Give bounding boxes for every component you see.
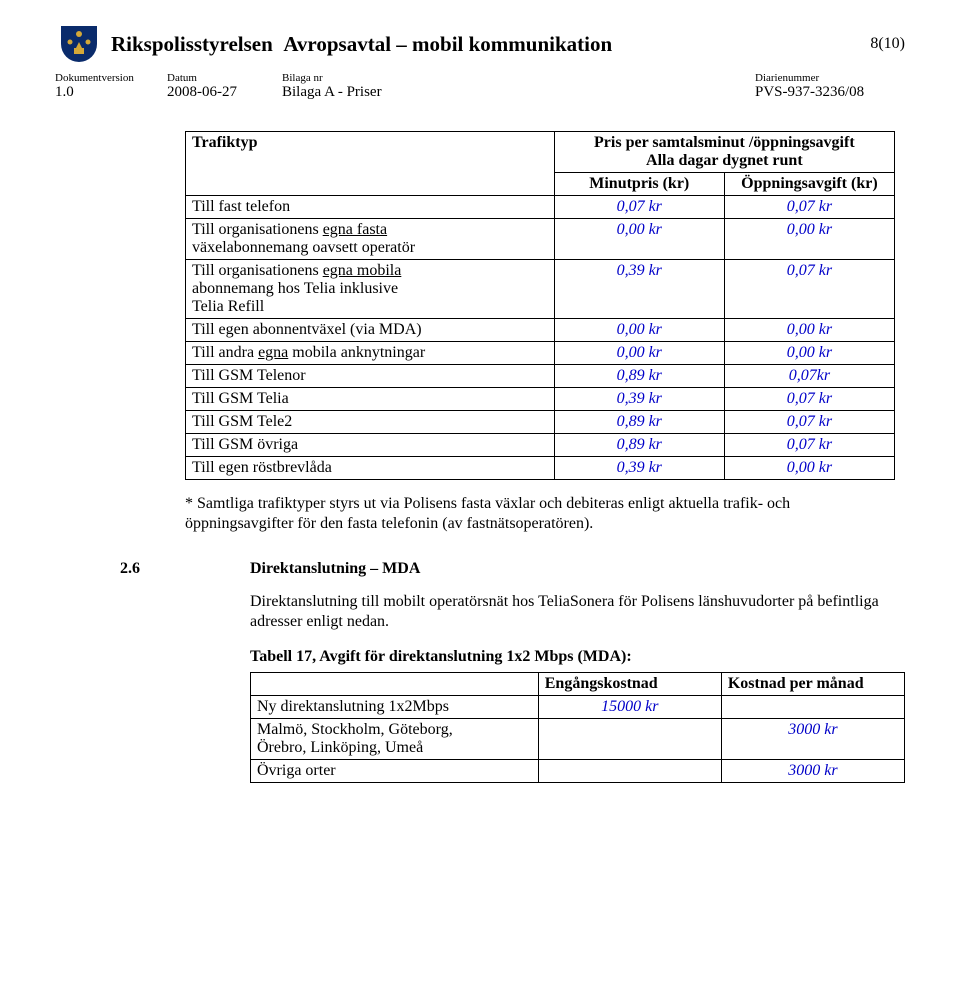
cost-header-blank (251, 673, 539, 696)
table-row: Till organisationens egna mobila abonnem… (186, 260, 895, 319)
cost-table-caption: Tabell 17, Avgift för direktanslutning 1… (250, 648, 905, 666)
meta-row: Dokumentversion 1.0 Datum 2008-06-27 Bil… (55, 72, 905, 101)
table-row: Malmö, Stockholm, Göteborg, Örebro, Link… (251, 719, 905, 760)
header-org: Rikspolisstyrelsen (111, 32, 273, 56)
tariff-min-price: 0,89 kr (554, 365, 724, 388)
tariff-header-main: Pris per samtalsminut /öppningsavgift Al… (554, 132, 894, 173)
section-heading: Direktanslutning – MDA (250, 560, 905, 578)
header-doc-title: Avropsavtal – mobil kommunikation (283, 32, 612, 56)
table-row: Till GSM Tele20,89 kr0,07 kr (186, 411, 895, 434)
tariff-min-price: 0,00 kr (554, 342, 724, 365)
section-paragraph: Direktanslutning till mobilt operatörsnä… (250, 592, 905, 632)
tariff-min-price: 0,89 kr (554, 411, 724, 434)
content-area: Trafiktyp Pris per samtalsminut /öppning… (55, 101, 905, 534)
table-row: Till GSM Telenor0,89 kr0,07kr (186, 365, 895, 388)
meta-label-version: Dokumentversion (55, 72, 167, 84)
tariff-label: Till GSM övriga (186, 434, 555, 457)
meta-label-diary: Diarienummer (755, 72, 905, 84)
tariff-open-price: 0,07 kr (724, 411, 894, 434)
cost-monthly: 3000 kr (721, 760, 904, 783)
table-row: Till egen röstbrevlåda0,39 kr0,00 kr (186, 457, 895, 480)
tariff-label: Till organisationens egna fasta växelabo… (186, 219, 555, 260)
cost-label: Malmö, Stockholm, Göteborg, Örebro, Link… (251, 719, 539, 760)
cost-table: Engångskostnad Kostnad per månad Ny dire… (250, 672, 905, 783)
header-row: Rikspolisstyrelsen Avropsavtal – mobil k… (55, 20, 905, 68)
table-row: Övriga orter 3000 kr (251, 760, 905, 783)
table-row: Till GSM övriga0,89 kr0,07 kr (186, 434, 895, 457)
cost-oneoff (538, 719, 721, 760)
emblem-icon (55, 20, 103, 68)
tariff-header-min: Minutpris (kr) (554, 173, 724, 196)
cost-label: Ny direktanslutning 1x2Mbps (251, 696, 539, 719)
tariff-header-type: Trafiktyp (186, 132, 555, 196)
tariff-label: Till egen röstbrevlåda (186, 457, 555, 480)
tariff-open-price: 0,07 kr (724, 434, 894, 457)
tariff-min-price: 0,39 kr (554, 457, 724, 480)
tariff-label: Till GSM Telia (186, 388, 555, 411)
table-row: Till andra egna mobila anknytningar0,00 … (186, 342, 895, 365)
meta-date: 2008-06-27 (167, 84, 282, 101)
tariff-open-price: 0,07 kr (724, 260, 894, 319)
meta-diary: PVS-937-3236/08 (755, 84, 905, 101)
table-row: Till GSM Telia0,39 kr0,07 kr (186, 388, 895, 411)
tariff-min-price: 0,00 kr (554, 219, 724, 260)
tariff-min-price: 0,39 kr (554, 388, 724, 411)
meta-label-date: Datum (167, 72, 282, 84)
tariff-label: Till egen abonnentväxel (via MDA) (186, 319, 555, 342)
tariff-open-price: 0,07 kr (724, 388, 894, 411)
tariff-table: Trafiktyp Pris per samtalsminut /öppning… (185, 131, 895, 480)
cost-monthly: 3000 kr (721, 719, 904, 760)
meta-label-attachment: Bilaga nr (282, 72, 755, 84)
table-row: Till fast telefon0,07 kr0,07 kr (186, 196, 895, 219)
tariff-open-price: 0,00 kr (724, 319, 894, 342)
table-row: Ny direktanslutning 1x2Mbps15000 kr (251, 696, 905, 719)
cost-oneoff: 15000 kr (538, 696, 721, 719)
table-row: Till organisationens egna fasta växelabo… (186, 219, 895, 260)
tariff-open-price: 0,00 kr (724, 219, 894, 260)
tariff-min-price: 0,00 kr (554, 319, 724, 342)
cost-label: Övriga orter (251, 760, 539, 783)
tariff-open-price: 0,00 kr (724, 342, 894, 365)
tariff-open-price: 0,07 kr (724, 196, 894, 219)
tariff-label: Till organisationens egna mobila abonnem… (186, 260, 555, 319)
meta-version: 1.0 (55, 84, 167, 101)
section-row: 2.6 Direktanslutning – MDA Direktanslutn… (55, 560, 905, 783)
tariff-open-price: 0,00 kr (724, 457, 894, 480)
tariff-header-open: Öppningsavgift (kr) (724, 173, 894, 196)
cost-monthly (721, 696, 904, 719)
tariff-label: Till GSM Telenor (186, 365, 555, 388)
cost-header-oneoff: Engångskostnad (538, 673, 721, 696)
section-number: 2.6 (55, 560, 250, 783)
tariff-open-price: 0,07kr (724, 365, 894, 388)
tariff-min-price: 0,89 kr (554, 434, 724, 457)
tariff-footnote: * Samtliga trafiktyper styrs ut via Poli… (185, 494, 895, 534)
page: Rikspolisstyrelsen Avropsavtal – mobil k… (0, 0, 960, 823)
table-row: Till egen abonnentväxel (via MDA)0,00 kr… (186, 319, 895, 342)
tariff-min-price: 0,39 kr (554, 260, 724, 319)
header-title: Rikspolisstyrelsen Avropsavtal – mobil k… (111, 32, 840, 57)
tariff-label: Till fast telefon (186, 196, 555, 219)
cost-header-monthly: Kostnad per månad (721, 673, 904, 696)
page-number: 8(10) (840, 35, 905, 53)
tariff-label: Till andra egna mobila anknytningar (186, 342, 555, 365)
meta-attachment: Bilaga A - Priser (282, 84, 755, 101)
tariff-min-price: 0,07 kr (554, 196, 724, 219)
tariff-label: Till GSM Tele2 (186, 411, 555, 434)
cost-oneoff (538, 760, 721, 783)
